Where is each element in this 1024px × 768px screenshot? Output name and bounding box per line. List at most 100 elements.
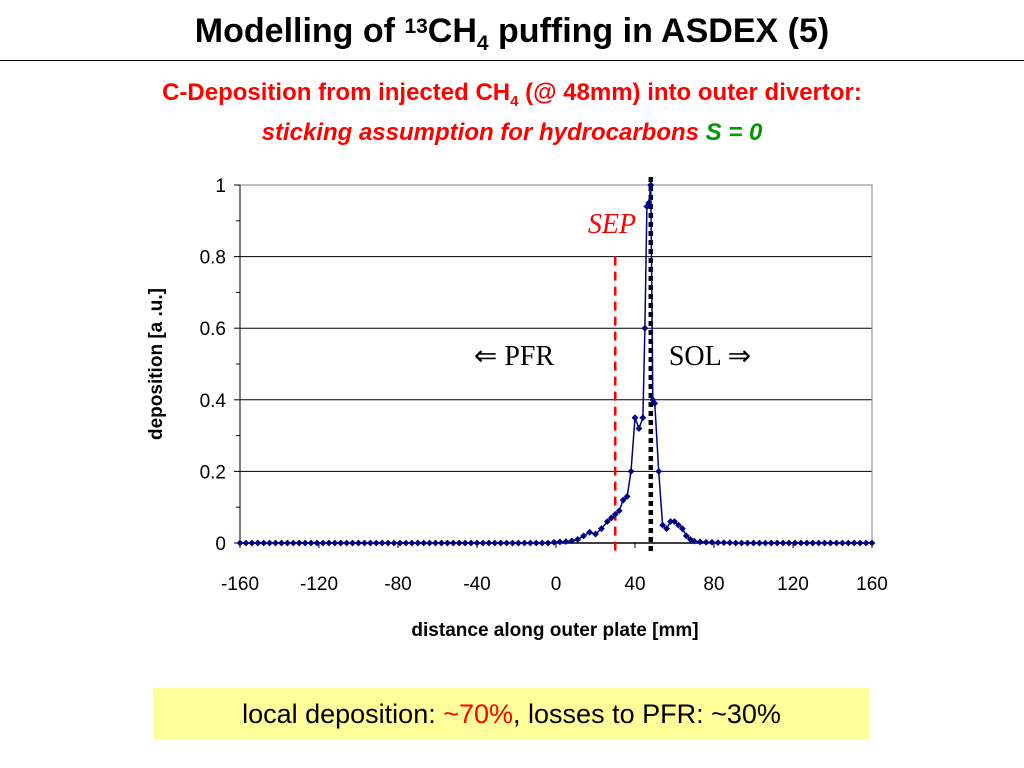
data-point bbox=[236, 539, 244, 547]
series-group bbox=[236, 181, 876, 547]
subtitle-line-1: C-Deposition from injected CH4 (@ 48mm) … bbox=[162, 79, 862, 110]
data-point bbox=[659, 521, 667, 529]
data-point bbox=[667, 518, 674, 525]
title-divider bbox=[0, 60, 1024, 61]
x-axis-label: distance along outer plate [mm] bbox=[411, 620, 698, 641]
data-point bbox=[744, 539, 751, 547]
data-point bbox=[714, 539, 722, 547]
data-point bbox=[868, 539, 876, 547]
data-point bbox=[307, 539, 315, 547]
data-point bbox=[809, 539, 817, 547]
data-point bbox=[619, 496, 627, 504]
data-point bbox=[574, 536, 582, 543]
data-point bbox=[473, 539, 481, 547]
sol-label: SOL ⇒ bbox=[669, 341, 751, 372]
data-point bbox=[455, 539, 463, 547]
data-point bbox=[343, 539, 351, 547]
data-point bbox=[443, 539, 451, 547]
data-point bbox=[509, 539, 516, 547]
data-point bbox=[592, 530, 599, 538]
data-point bbox=[696, 538, 704, 546]
plot-frame bbox=[239, 184, 873, 544]
data-point bbox=[651, 399, 659, 407]
data-point bbox=[586, 528, 593, 536]
data-point bbox=[325, 539, 333, 547]
data-point bbox=[641, 324, 649, 332]
data-point bbox=[384, 539, 392, 547]
data-point bbox=[361, 539, 368, 547]
data-point bbox=[532, 539, 540, 547]
y-tick-label: 0.2 bbox=[200, 462, 226, 483]
x-tick-label: -120 bbox=[300, 574, 338, 595]
data-point bbox=[838, 539, 846, 547]
data-point bbox=[515, 539, 522, 547]
data-point bbox=[726, 539, 734, 547]
data-point bbox=[821, 539, 828, 547]
data-point bbox=[556, 538, 564, 546]
data-point bbox=[491, 539, 499, 547]
data-point bbox=[615, 507, 623, 515]
x-tick-label: 0 bbox=[551, 574, 562, 595]
data-point bbox=[635, 425, 643, 432]
data-point bbox=[503, 539, 511, 547]
data-point bbox=[278, 539, 285, 547]
data-point bbox=[467, 539, 475, 547]
data-point bbox=[675, 521, 682, 529]
data-point bbox=[627, 468, 635, 475]
y-axis-label: deposition [a .u.] bbox=[146, 288, 167, 440]
data-point bbox=[485, 539, 493, 547]
data-point bbox=[272, 539, 279, 547]
data-point bbox=[420, 539, 428, 547]
y-tick-label: 0 bbox=[215, 534, 226, 555]
data-point bbox=[671, 518, 678, 525]
data-point bbox=[313, 539, 321, 547]
data-point bbox=[331, 539, 339, 547]
x-tick-label: -80 bbox=[384, 574, 411, 595]
data-point bbox=[266, 539, 274, 547]
sticking-coefficient: S = 0 bbox=[705, 119, 763, 146]
data-point bbox=[732, 539, 740, 547]
data-point bbox=[366, 539, 374, 547]
local-deposition-value: ~70% bbox=[443, 699, 514, 729]
data-point bbox=[655, 468, 663, 475]
data-point bbox=[497, 539, 505, 547]
data-point bbox=[623, 493, 631, 500]
title-subscript: 4 bbox=[476, 32, 489, 55]
data-point bbox=[738, 539, 746, 547]
data-point bbox=[390, 539, 398, 547]
data-point bbox=[301, 539, 309, 547]
data-point bbox=[372, 539, 380, 547]
data-point bbox=[690, 537, 698, 545]
data-point bbox=[402, 539, 410, 547]
x-tick-label: 80 bbox=[703, 574, 724, 595]
data-point bbox=[767, 539, 775, 547]
data-point bbox=[791, 539, 799, 547]
x-tick-label: -160 bbox=[221, 574, 259, 595]
summary-note: local deposition: ~70%, losses to PFR: ~… bbox=[153, 688, 870, 740]
data-point bbox=[337, 539, 345, 547]
data-point bbox=[856, 539, 864, 547]
deposition-chart: 00.20.40.60.81-160 -120 -80 -40 0 40 80 120 160 … bbox=[146, 176, 888, 641]
y-tick-label: 1 bbox=[215, 176, 226, 197]
subtitle-subscript: 4 bbox=[510, 93, 519, 110]
title-mass-number: 13 bbox=[404, 15, 428, 38]
data-point bbox=[580, 532, 588, 540]
data-point bbox=[526, 539, 534, 547]
data-point bbox=[702, 538, 710, 546]
data-point bbox=[568, 537, 576, 545]
data-point bbox=[349, 539, 356, 547]
data-point bbox=[449, 539, 457, 547]
data-point bbox=[750, 539, 757, 547]
data-point bbox=[396, 539, 404, 547]
data-point bbox=[260, 539, 268, 547]
data-point bbox=[562, 538, 570, 545]
data-point bbox=[284, 539, 291, 547]
data-point bbox=[603, 518, 611, 525]
data-point bbox=[844, 539, 852, 547]
data-point bbox=[461, 539, 469, 547]
deposition-series-line bbox=[240, 184, 872, 544]
x-tick-label: -40 bbox=[463, 574, 490, 595]
x-tick-label: 120 bbox=[777, 574, 809, 595]
pfr-label: ⇐ PFR bbox=[474, 341, 555, 372]
data-point bbox=[289, 539, 297, 547]
